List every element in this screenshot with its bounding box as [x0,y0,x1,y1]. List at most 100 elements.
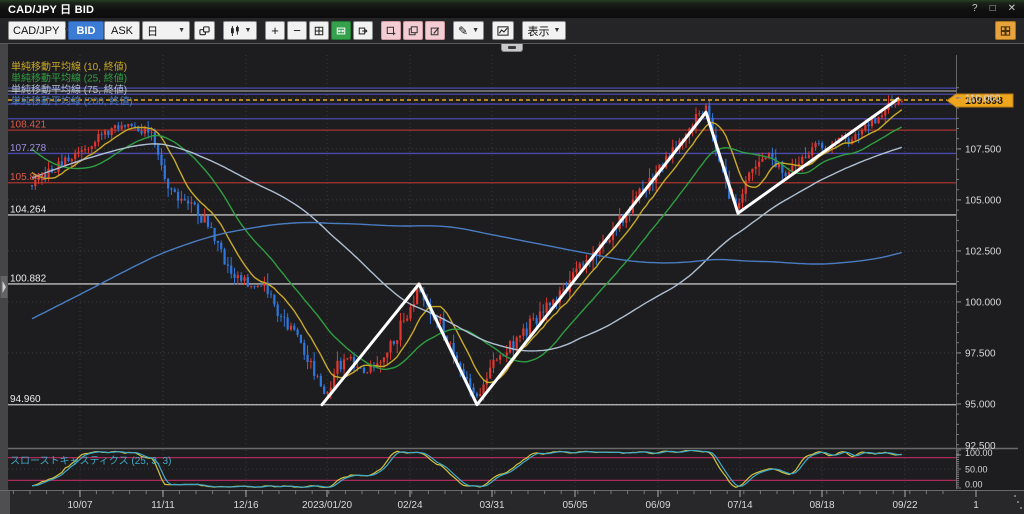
layout-grid-button[interactable] [995,21,1016,40]
bid-button[interactable]: BID [68,21,104,40]
y-axis-label: 110.000 [965,93,1001,104]
x-axis-label: 10/07 [67,500,92,511]
timeframe-select[interactable]: 日 ▼ [142,21,190,40]
x-axis-label: 2023/01/20 [302,500,352,511]
horizontal-levels [8,87,956,406]
candlestick-series [30,95,903,401]
link-charts-icon [199,25,210,35]
close-icon[interactable]: ✕ [1007,3,1016,14]
overlay-chart-icon [408,25,418,35]
y-axis-label: 100.000 [965,297,1002,308]
indicator-legend: 単純移動平均線 (10, 終値)単純移動平均線 (25, 終値)単純移動平均線 … [11,60,133,108]
current-price-line: 109.898 [8,93,1014,108]
x-axis-label: 09/22 [892,500,917,511]
level-label: 107.278 [10,143,47,154]
stoch-axis-label: 0.00 [965,480,983,490]
window-title: CAD/JPY 日 BID [8,4,95,16]
y-axis-label: 105.000 [965,195,1002,206]
x-axis-label: 03/31 [479,500,504,511]
symbol-value: CAD/JPY [13,24,60,37]
maximize-icon[interactable]: □ [989,3,996,14]
timeframe-value: 日 [147,25,158,38]
x-axis-label: 06/09 [645,500,670,511]
indicator-chart-icon [497,25,509,36]
ma-25-line [31,126,903,371]
legend-ma-10: 単純移動平均線 (10, 終値) [11,60,127,73]
current-price-label: 109.898 [965,95,1003,107]
current-price-tag [946,93,1014,108]
pencil-icon: ✎ [458,23,469,38]
toolbar: CAD/JPY ▼ BID ASK 日 ▼ ▼ + − [0,18,1024,44]
link-charts-button[interactable] [194,21,215,40]
chevron-down-icon: ▼ [178,27,185,34]
scroll-to-latest-icon [358,27,368,34]
chart-background [0,44,1024,514]
chart-type-select[interactable]: ▼ [223,21,257,40]
stochastic-label: スローストキャスティクス (25, 3, 3) [10,455,171,467]
add-chart-button[interactable] [381,21,401,40]
y-axis-label: 95.000 [965,399,996,410]
legend-ma-25: 単純移動平均線 (25, 終値) [11,72,127,85]
fit-width-button[interactable] [331,21,351,40]
layout-grid-icon [1000,25,1011,36]
zoom-out-button[interactable]: − [287,21,307,40]
add-chart-icon [386,26,396,35]
title-bar: CAD/JPY 日 BID ? □ ✕ [0,0,1024,18]
x-axis-label: 02/24 [397,500,422,511]
chevron-down-icon: ▼ [553,27,561,34]
y-axis-label: 92.500 [965,441,996,452]
stoch-axis-label: 50.00 [965,465,988,475]
draw-tools-button[interactable]: ✎ ▼ [453,21,484,40]
chart-type-candlestick-icon [230,25,239,36]
display-menu-button[interactable]: 表示 ▼ [522,21,566,40]
y-axis-label: 107.500 [965,144,1002,155]
overlay-chart-button[interactable] [403,21,423,40]
stoch-d-line [31,450,902,488]
moving-average-lines [31,109,903,384]
level-label: 100.882 [10,273,47,284]
y-axis-label: 97.500 [965,348,996,359]
trendline-zigzag[interactable] [320,97,900,407]
price-axis[interactable]: 110.000 107.500 105.000 102.500 100.000 97.50… [956,87,1002,490]
ma-10-line [31,109,903,384]
fit-width-icon [336,27,346,34]
level-label: 108.421 [10,120,47,131]
collapse-grip-icon [508,46,516,49]
ask-button[interactable]: ASK [104,21,140,40]
zoom-out-icon: − [293,23,301,38]
x-axis-label: 07/14 [727,500,752,511]
draw-chart-button[interactable] [425,21,445,40]
legend-ma-75: 単純移動平均線 (75, 終値) [11,83,127,96]
help-icon[interactable]: ? [972,3,978,14]
fit-chart-button[interactable] [309,21,329,40]
x-axis-label: 12/16 [233,500,258,511]
level-label: 105.842 [10,172,47,183]
scroll-to-latest-button[interactable] [353,21,373,40]
draw-chart-icon [430,26,440,35]
chevron-down-icon: ▼ [63,27,71,34]
indicator-button[interactable] [492,21,514,40]
level-label: 104.264 [10,204,47,215]
x-axis-label: 08/18 [809,500,834,511]
fit-chart-icon [314,26,324,35]
x-axis-label: 05/05 [562,500,587,511]
y-axis-label: 102.500 [965,246,1002,257]
display-menu-label: 表示 [527,25,550,38]
stoch-axis-label: 100.00 [965,448,993,458]
chart-canvas[interactable]: 109.898 108.421 107.278 105.842 104.264 100.8… [0,44,1024,514]
legend-ma-200: 単純移動平均線 (200, 終値) [11,95,133,108]
time-axis[interactable]: 10/07 11/11 12/16 2023/01/20 02/24 03/31 05/05… [12,490,979,511]
chevron-down-icon: ▼ [472,27,479,34]
stochastic-panel: スローストキャスティクス (25, 3, 3) [8,450,956,488]
chevron-down-icon: ▼ [244,27,252,34]
panel-expand-arrow-icon [2,281,6,293]
toolbar-collapse-tab[interactable] [501,44,523,52]
ma-200-line [31,221,902,320]
symbol-select[interactable]: CAD/JPY ▼ [8,21,70,40]
x-axis-label: 1 [973,500,979,511]
level-labels: 108.421 107.278 105.842 104.264 100.882 94.96… [10,120,47,406]
x-axis-label: 11/11 [151,500,175,511]
zoom-in-button[interactable]: + [265,21,285,40]
gridlines [8,55,956,488]
